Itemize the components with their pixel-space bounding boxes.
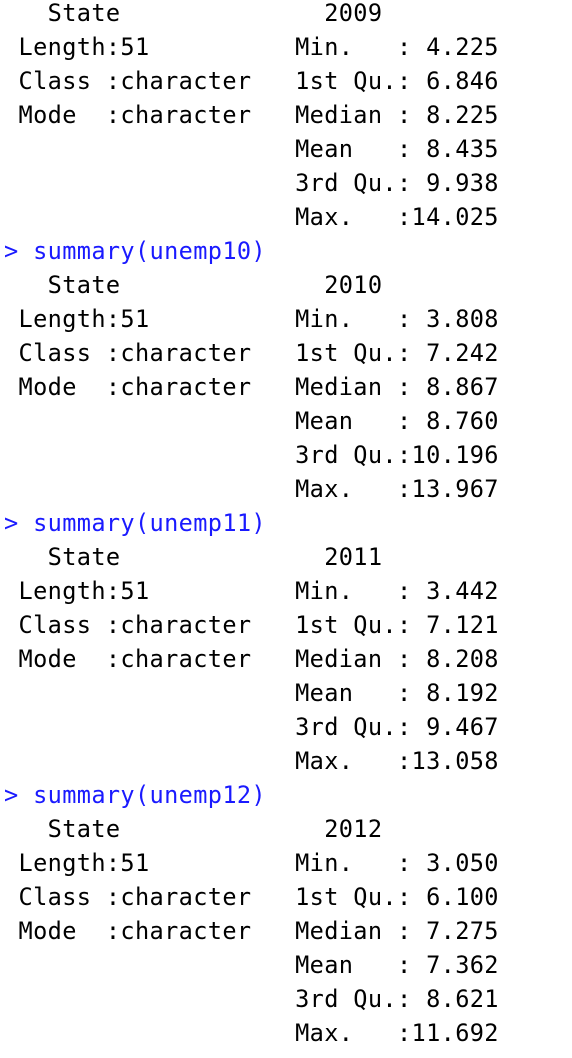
summary-row-3rd-qu: 3rd Qu.: 9.938 [4,169,528,197]
console-output[interactable]: State 2009 Length:51 Min. : 4.225 Class … [4,0,528,1050]
summary-row-max: Max. :14.025 [4,203,528,231]
summary-header: State 2011 [4,543,456,571]
summary-row-mean: Mean : 7.362 [4,951,528,979]
summary-row-class: Class :character 1st Qu.: 6.100 [4,883,528,911]
summary-row-3rd-qu: 3rd Qu.: 8.621 [4,985,528,1013]
summary-row-mode: Mode :character Median : 8.225 [4,101,528,129]
summary-row-mean: Mean : 8.192 [4,679,528,707]
summary-row-mode: Mode :character Median : 7.275 [4,917,528,945]
summary-row-mean: Mean : 8.760 [4,407,528,435]
summary-header: State 2010 [4,271,456,299]
summary-row-max: Max. :13.058 [4,747,528,775]
summary-header: State 2009 [4,0,456,27]
console-command: > summary(unemp10) [4,237,266,265]
summary-row-length: Length:51 Min. : 3.050 [4,849,528,877]
console-command: > summary(unemp12) [4,781,266,809]
summary-row-mode: Mode :character Median : 8.867 [4,373,528,401]
console-command: > summary(unemp11) [4,509,266,537]
summary-row-mean: Mean : 8.435 [4,135,528,163]
summary-row-class: Class :character 1st Qu.: 7.121 [4,611,528,639]
summary-row-class: Class :character 1st Qu.: 6.846 [4,67,528,95]
summary-row-3rd-qu: 3rd Qu.: 9.467 [4,713,528,741]
summary-row-class: Class :character 1st Qu.: 7.242 [4,339,528,367]
summary-row-length: Length:51 Min. : 3.808 [4,305,528,333]
summary-row-length: Length:51 Min. : 3.442 [4,577,528,605]
summary-row-max: Max. :13.967 [4,475,528,503]
summary-row-length: Length:51 Min. : 4.225 [4,33,528,61]
summary-row-3rd-qu: 3rd Qu.:10.196 [4,441,528,469]
summary-row-mode: Mode :character Median : 8.208 [4,645,528,673]
summary-row-max: Max. :11.692 [4,1019,528,1047]
summary-header: State 2012 [4,815,456,843]
